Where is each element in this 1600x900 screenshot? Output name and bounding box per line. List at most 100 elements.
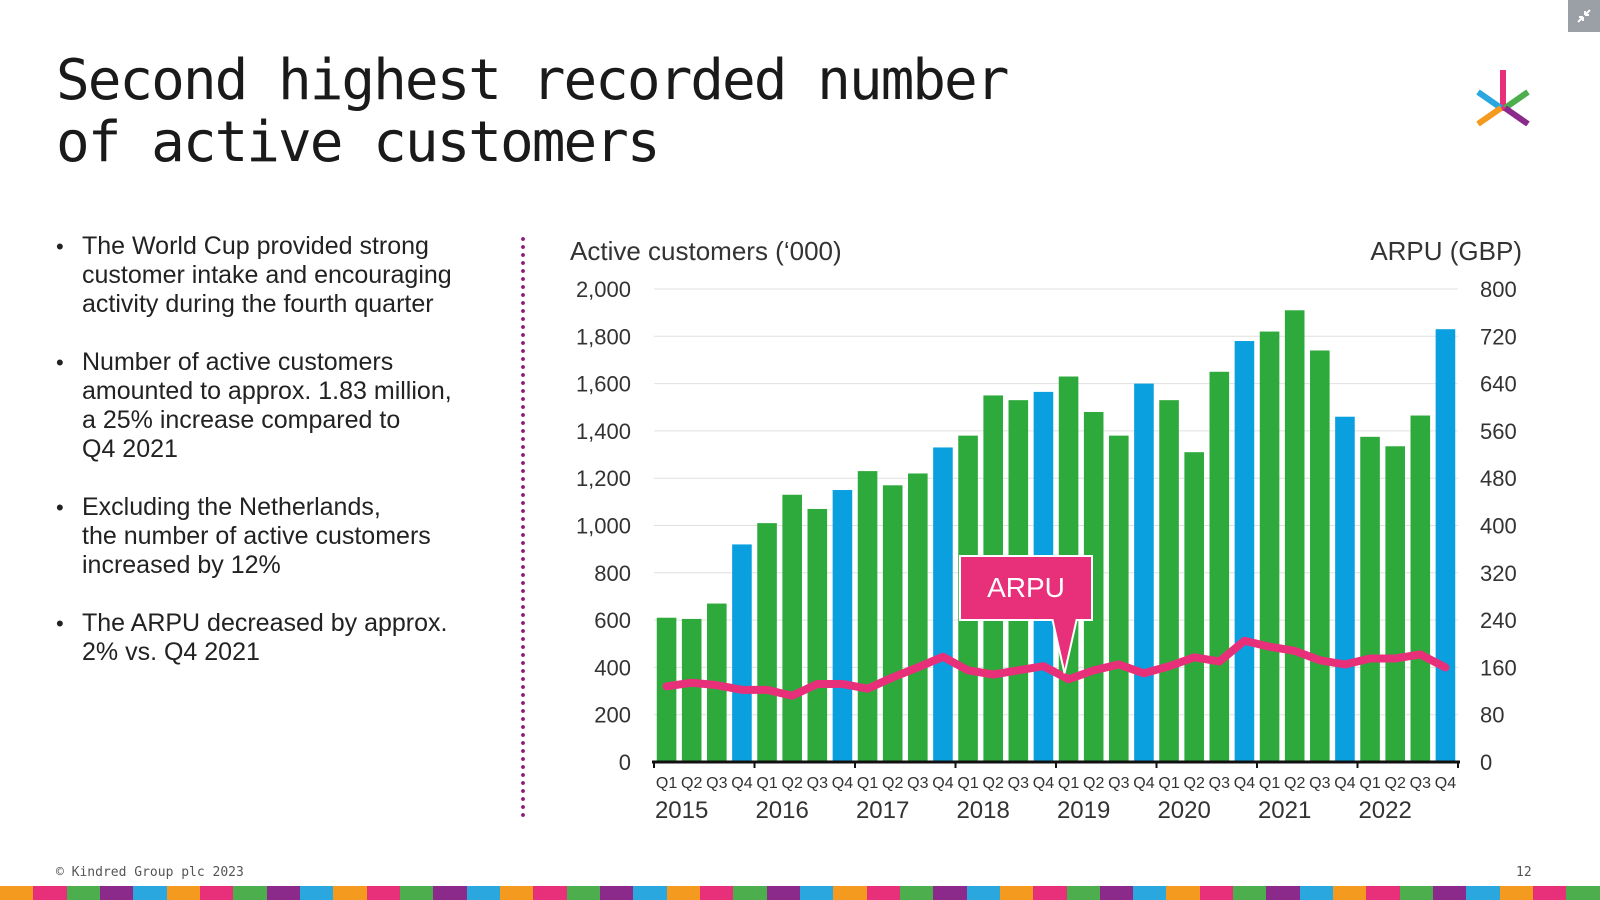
stripe-segment (33, 886, 67, 900)
x-tick-label: Q4 (1234, 775, 1255, 792)
x-tick-label: Q1 (857, 775, 878, 792)
y-tick-label: 600 (594, 608, 631, 633)
y-tick-label: 1,400 (576, 419, 631, 444)
stripe-segment (166, 886, 200, 900)
y2-tick-label: 160 (1480, 655, 1517, 680)
y-tick-label: 1,600 (576, 372, 631, 397)
stripe-segment (399, 886, 434, 900)
arpu-callout-box (959, 555, 1093, 674)
y2-tick-label: 240 (1480, 608, 1517, 633)
y2-tick-label: 80 (1480, 703, 1504, 728)
x-tick-label: Q2 (882, 775, 903, 792)
x-tick-label: Q4 (1435, 775, 1456, 792)
stripe-segment (366, 886, 400, 900)
stripe-segment (1133, 886, 1167, 900)
collapse-button[interactable] (1568, 0, 1600, 32)
stripe-segment (1066, 886, 1100, 900)
stripe-segment (1466, 886, 1500, 900)
bar (1234, 341, 1255, 762)
y-tick-label: 1,200 (576, 466, 631, 491)
arpu-line (662, 636, 1450, 700)
bar (1284, 310, 1305, 762)
x-tick-label: Q4 (932, 775, 953, 792)
bar (1310, 350, 1330, 762)
bar (1410, 415, 1431, 762)
bar (1209, 371, 1230, 762)
bar (882, 485, 903, 762)
bar (1184, 452, 1204, 762)
x-tick-label: Q1 (1259, 775, 1280, 792)
y2-tick-label: 400 (1480, 514, 1517, 539)
stripe-segment (199, 886, 234, 900)
bar (857, 471, 878, 762)
x-tick-label: Q3 (1108, 775, 1129, 792)
stripe-segment (1333, 886, 1367, 900)
year-label: 2016 (755, 797, 808, 824)
bar (1360, 436, 1380, 762)
bar (1385, 446, 1405, 762)
x-tick-label: Q1 (756, 775, 777, 792)
x-tick-label: Q1 (656, 775, 677, 792)
y2-tick-label: 0 (1480, 750, 1492, 775)
bar (1435, 329, 1456, 762)
stripe-segment (1199, 886, 1234, 900)
x-tick-label: Q2 (1385, 775, 1406, 792)
stripe-segment (66, 886, 100, 900)
stripe-segment (733, 886, 767, 900)
stripe-segment (699, 886, 734, 900)
stripe-segment (999, 886, 1034, 900)
bullet-item: The World Cup provided strong customer i… (56, 232, 496, 319)
y-tick-label: 0 (619, 750, 631, 775)
stripe-segment (766, 886, 800, 900)
stripe-segment (233, 886, 267, 900)
stripe-segment (466, 886, 500, 900)
x-tick-label: Q1 (957, 775, 978, 792)
x-tick-label: Q4 (1133, 775, 1154, 792)
stripe-segment (333, 886, 367, 900)
stripe-segment (633, 886, 667, 900)
x-tick-label: Q2 (983, 775, 1004, 792)
collapse-arrows-icon (1577, 9, 1591, 23)
y2-tick-label: 800 (1480, 277, 1517, 302)
y2-tick-label: 480 (1480, 466, 1517, 491)
stripe-segment (666, 886, 700, 900)
year-label: 2020 (1157, 797, 1210, 824)
year-label: 2022 (1358, 797, 1411, 824)
stripe-segment (833, 886, 867, 900)
bar (1134, 383, 1154, 762)
stripe-segment (266, 886, 300, 900)
x-tick-label: Q3 (1309, 775, 1330, 792)
year-label: 2021 (1258, 797, 1311, 824)
x-tick-label: Q3 (1008, 775, 1029, 792)
stripe-segment (1533, 886, 1567, 900)
y-tick-label: 800 (594, 561, 631, 586)
stripe-segment (1166, 886, 1200, 900)
stripe-segment (1233, 886, 1267, 900)
bar (908, 473, 928, 762)
bar (807, 508, 828, 762)
dotted-divider (521, 235, 525, 817)
stripe-segment (433, 886, 467, 900)
stripe-segment (1499, 886, 1534, 900)
stripe-segment (1399, 886, 1434, 900)
x-tick-label: Q4 (1033, 775, 1054, 792)
y-tick-label: 1,000 (576, 514, 631, 539)
y2-tick-label: 640 (1480, 372, 1517, 397)
x-tick-label: Q1 (1359, 775, 1380, 792)
stripe-segment (566, 886, 600, 900)
bullet-list: The World Cup provided strong customer i… (56, 232, 496, 696)
page-number: 12 (1516, 865, 1532, 880)
y2-tick-label: 720 (1480, 324, 1517, 349)
footer-copyright: © Kindred Group plc 2023 (56, 865, 244, 880)
bar (1159, 400, 1179, 762)
stripe-segment (99, 886, 134, 900)
stripe-segment (899, 886, 934, 900)
bar (782, 494, 802, 762)
x-tick-label: Q3 (1209, 775, 1230, 792)
stripe-segment (1566, 886, 1600, 900)
x-tick-label: Q3 (907, 775, 928, 792)
y2-tick-label: 320 (1480, 561, 1517, 586)
bar (832, 490, 853, 762)
arpu-callout-label: ARPU (987, 572, 1065, 603)
